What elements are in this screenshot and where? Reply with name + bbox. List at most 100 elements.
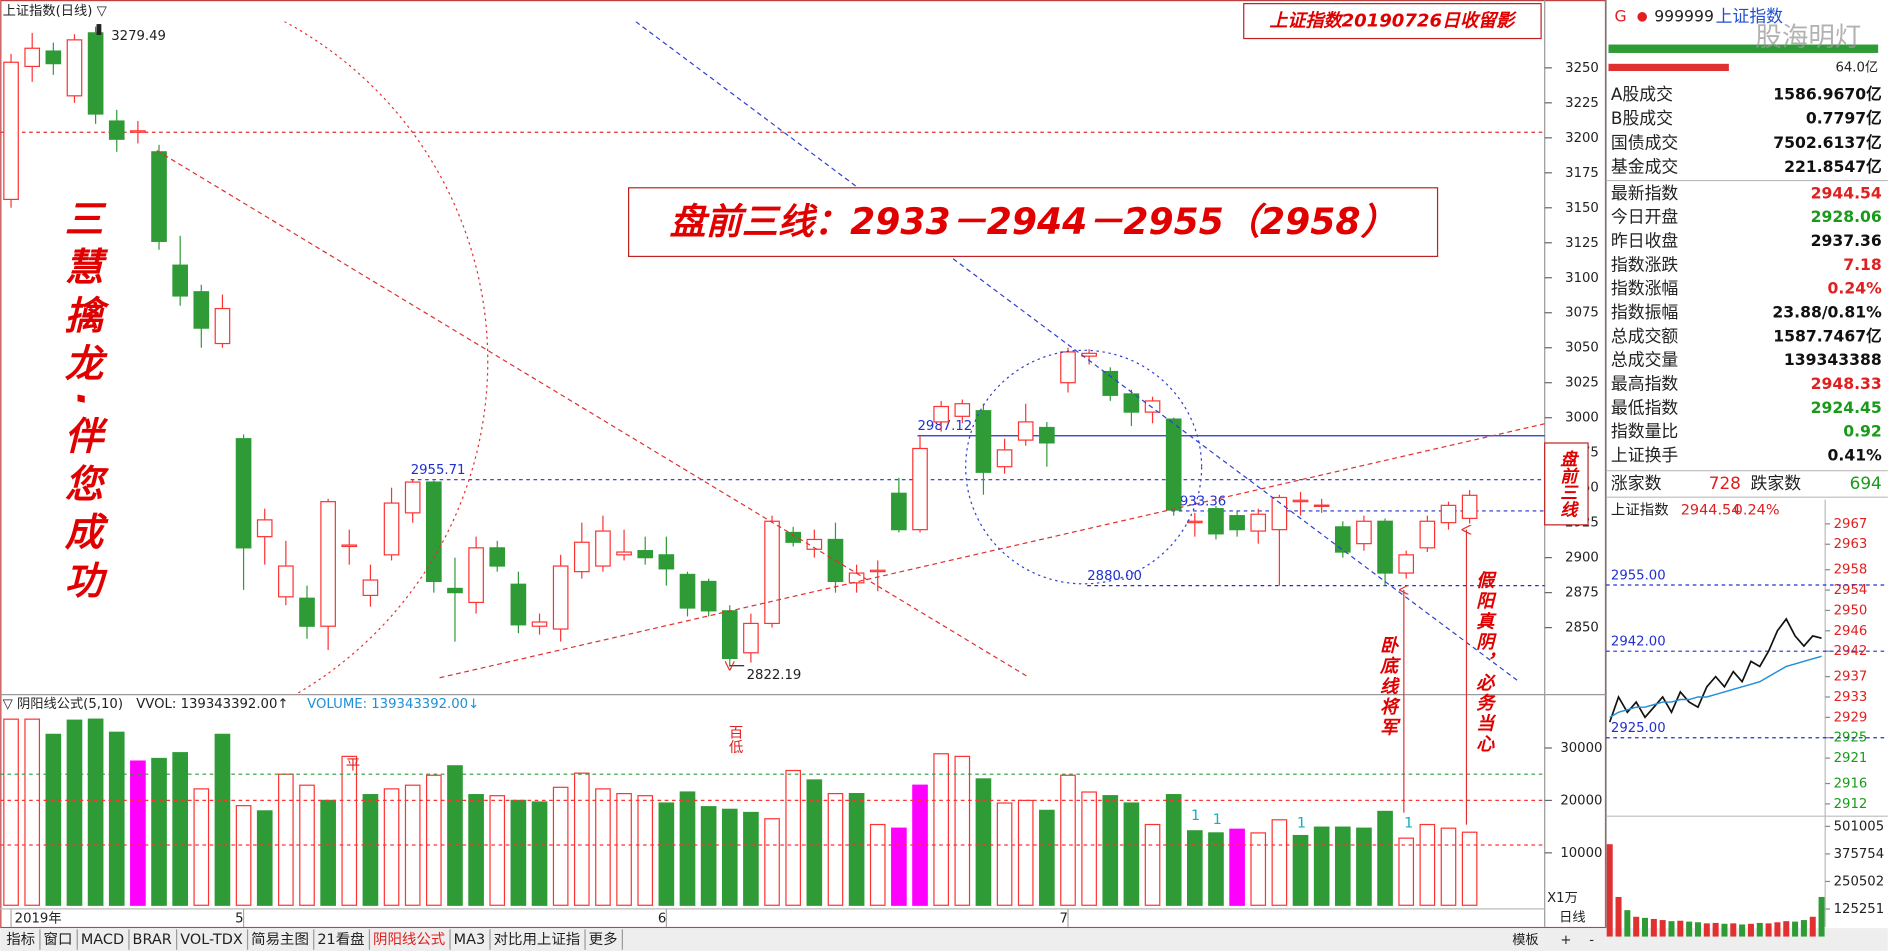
candle-body [806,538,823,550]
template[interactable]: 模板 [1512,932,1538,948]
candle-body [510,583,527,626]
high-marker [96,24,102,35]
volume-bar [933,753,949,906]
y-tick-label: 2942 [1834,644,1868,659]
volume-note: 平 [346,758,360,774]
breadth-up-label: 涨家数 [1611,473,1662,493]
quote-label: 基金成交 [1611,156,1679,176]
quote-label: 最低指数 [1611,397,1679,417]
volume-bar [510,799,527,906]
y-tick-label: 2850 [1565,621,1599,636]
toolbar-tab[interactable]: 阴阳线公式 [373,931,445,948]
volume-note: 1 [1297,815,1306,831]
y-tick-label: 250502 [1834,874,1885,889]
candle-body [172,264,188,297]
y-tick-label: 30000 [1560,741,1602,756]
intraday-volume-bar [1694,922,1701,937]
toolbar-tab[interactable]: MA3 [454,932,486,948]
candle-body [45,50,62,65]
intraday-volume-bar [1783,921,1790,937]
note-right: 假阳真阴，必务当心 [1473,570,1494,754]
volume-bar [362,794,379,906]
intraday-volume-bar [1686,921,1693,937]
candle-body [87,32,104,115]
candle-body [383,502,400,556]
intraday-volume-bar [1756,922,1763,937]
volume-bar [447,765,463,906]
volume-bar [827,792,844,906]
level-label: 2987.12 [918,419,973,434]
volume-bar [256,810,273,906]
toolbar-tab[interactable]: 窗口 [44,930,73,948]
quote-label: 昨日收盘 [1611,230,1679,250]
volume-bar [1440,827,1457,906]
volume-bar [616,792,632,906]
candle-body [1377,520,1393,574]
candle-body [848,572,865,584]
y-tick-label: 2925 [1834,731,1868,746]
y-tick-label: 3000 [1565,411,1599,426]
quote-value: 7502.6137亿 [1773,133,1882,152]
candle-body [552,565,569,630]
x-tick-label: 5 [235,911,243,926]
price-line [1609,655,1822,718]
candle-body [1060,351,1076,384]
banner-box [1243,3,1542,40]
quote-value: 139343388 [1784,350,1882,369]
quote-prefix: G [1615,6,1627,25]
candle-body [151,151,167,242]
candle-body [214,307,231,345]
candle-body [468,547,484,604]
y-tick-label: 2958 [1834,563,1868,578]
toolbar-tab[interactable]: MACD [81,932,124,948]
y-tick-label: 20000 [1560,793,1602,808]
volume-bar [426,774,442,906]
volume-bar [1229,828,1245,906]
candle-body [637,550,654,559]
quote-value: 23.88/0.81% [1772,302,1882,321]
plus[interactable]: + [1560,933,1571,948]
intraday-volume-bar [1739,924,1746,937]
sell-bar [1608,63,1729,72]
y-tick-label: 501005 [1834,819,1885,834]
candle-body [531,621,548,627]
volume-bar [383,788,400,906]
level-label: 2933.36 [1172,494,1227,509]
volume-bar [1165,794,1182,906]
volume-bar [721,808,738,906]
volume-bar [975,778,992,906]
toolbar-tab[interactable]: VOL-TDX [180,932,243,948]
candle-body [1313,504,1330,507]
level-label: 2955.00 [1611,568,1666,583]
y-tick-label: 3150 [1565,201,1599,216]
volume-bar [172,752,188,906]
watermark: 股海明灯 [1755,22,1861,53]
candle-body [341,544,358,548]
side-label: 盘前三线 [1557,450,1578,518]
candle-body [1081,352,1097,357]
quote-value: 0.7797亿 [1806,109,1882,128]
y-tick-label: 375754 [1834,847,1885,862]
y-tick-label: 3175 [1565,166,1599,181]
intraday-volume-bar [1800,920,1807,937]
y-tick-label: 10000 [1560,846,1602,861]
intraday-volume-bar [1633,916,1640,937]
volume-unit: X1万 [1547,891,1578,906]
candle-body [1398,554,1415,574]
toolbar-tab[interactable]: 21看盘 [317,930,364,948]
intraday-volume-bar [1615,896,1622,937]
toolbar-tab[interactable]: 简易主图 [251,931,309,948]
intraday-volume-bar [1712,922,1719,937]
toolbar-tab[interactable]: 对比用上证指 [494,931,581,948]
volume-bar [1208,832,1224,906]
side-box [1544,442,1589,526]
minus[interactable]: - [1589,933,1594,948]
volume-bar [764,818,780,906]
toolbar-tab[interactable]: 更多 [589,931,618,948]
volume-bar [806,779,823,906]
candle-body [3,61,19,200]
volume-bar [108,731,125,906]
toolbar-tab[interactable]: 指标 [6,931,35,948]
toolbar-tab[interactable]: BRAR [133,932,172,948]
intraday-volume-bar [1650,918,1657,937]
